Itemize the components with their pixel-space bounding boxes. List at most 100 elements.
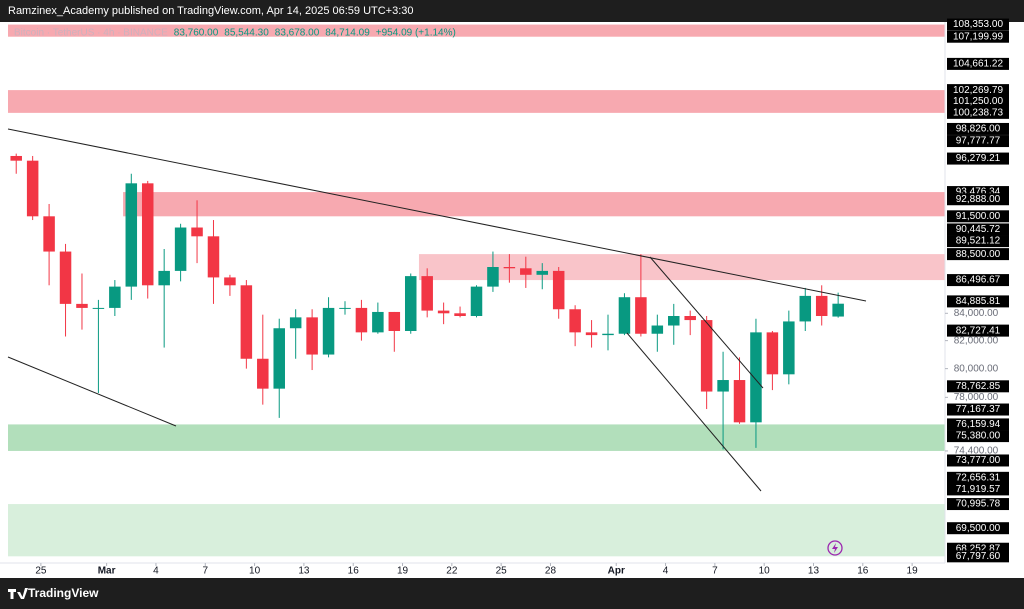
x-tick-label: 28 [545, 566, 557, 577]
candle-body [635, 297, 647, 334]
y-tick-label: 74,400.00 [954, 446, 999, 457]
x-tick-label: 16 [857, 566, 869, 577]
candle-body [750, 332, 762, 423]
zone [8, 424, 945, 451]
candle-body [109, 286, 121, 308]
price-label: 107,199.99 [953, 31, 1003, 42]
candle-body [92, 307, 105, 309]
candle-body [766, 332, 779, 375]
candle-body [372, 311, 384, 333]
legend-low: 83,678.00 [275, 28, 320, 39]
candle-body [141, 183, 154, 286]
price-label: 90,445.72 [956, 224, 1001, 235]
candle-body [799, 295, 812, 322]
footer-logo [8, 588, 28, 599]
candle-body [585, 332, 598, 336]
candle-body [10, 155, 22, 161]
price-label-bg [947, 223, 1009, 236]
candle-body [569, 309, 581, 333]
candle-body [832, 303, 844, 317]
y-tick-label: 84,000.00 [954, 308, 999, 319]
price-label: 86,496.67 [956, 275, 1001, 286]
candle-body [26, 160, 39, 217]
chart-area [0, 22, 1024, 578]
trendline [649, 256, 764, 389]
price-label-bg [947, 454, 1009, 467]
price-label: 102,269.79 [953, 85, 1003, 96]
plot [8, 24, 945, 557]
candle-body [158, 270, 170, 286]
price-label: 108,353.00 [953, 19, 1003, 30]
candle-body [273, 328, 285, 389]
price-label: 104,661.22 [953, 59, 1003, 70]
price-label-bg [947, 274, 1009, 287]
price-label-bg [947, 522, 1009, 535]
price-label-bg [947, 84, 1009, 97]
footer-brand: TradingView [28, 586, 99, 600]
price-label: 84,885.81 [956, 296, 1001, 307]
x-tick-label: 22 [446, 566, 458, 577]
trendline [626, 332, 762, 492]
candle-body [224, 277, 236, 286]
candle-body [783, 321, 795, 375]
x-tick-label: 19 [397, 566, 409, 577]
candle-body [815, 295, 828, 317]
price-label: 77,167.37 [956, 404, 1001, 415]
header-text: Ramzinex_Academy published on TradingVie… [8, 5, 414, 17]
candle-body [191, 227, 203, 237]
price-label: 88,500.00 [956, 249, 1001, 260]
legend-symbol: Bitcoin · TetherUS · 4h · BINANCE [14, 28, 168, 39]
candle-body [717, 380, 729, 392]
price-label-bg [947, 106, 1009, 119]
price-label-bg [947, 30, 1009, 43]
price-label: 78,762.85 [956, 381, 1001, 392]
price-label-bg [947, 135, 1009, 148]
legend-high: 85,544.30 [224, 28, 269, 39]
price-label-bg [947, 193, 1009, 206]
price-label-bg [947, 122, 1009, 135]
price-label-bg [947, 324, 1009, 337]
price-label: 98,826.00 [956, 124, 1001, 135]
price-label-bg [947, 380, 1009, 393]
x-tick-label: 10 [759, 566, 771, 577]
price-label: 93,476.34 [956, 187, 1001, 198]
x-tick-label: 13 [298, 566, 310, 577]
price-label: 71,919.57 [956, 484, 1001, 495]
candle-body [470, 286, 483, 317]
price-label-bg [947, 18, 1009, 31]
price-label-bg [947, 550, 1009, 563]
candle-body [437, 310, 450, 314]
candle-body [421, 276, 433, 311]
y-tick-label: 78,000.00 [954, 392, 999, 403]
price-label: 97,777.77 [956, 136, 1001, 147]
price-label: 100,238.73 [953, 108, 1003, 119]
candle-body [602, 333, 614, 336]
candle-body [684, 316, 696, 321]
candle-body [536, 270, 549, 275]
candle-body [76, 303, 88, 308]
x-tick-label: Apr [608, 566, 625, 577]
candle-body [618, 297, 631, 334]
candle-body [322, 307, 335, 355]
x-tick-label: 13 [808, 566, 820, 577]
price-label: 76,159.94 [956, 419, 1001, 430]
price-label: 68,252.87 [956, 543, 1001, 554]
x-tick-label: 16 [348, 566, 360, 577]
price-label: 101,250.00 [953, 96, 1003, 107]
x-tick-label: 25 [496, 566, 508, 577]
candle-body [503, 267, 516, 269]
candle-body [125, 183, 138, 287]
price-label: 72,656.31 [956, 472, 1001, 483]
candle-body [355, 307, 368, 333]
x-tick-label: 4 [153, 566, 159, 577]
candle-body [520, 268, 532, 275]
lightning-icon [827, 540, 843, 556]
price-label-bg [947, 430, 1009, 443]
price-label-bg [947, 483, 1009, 496]
price-label-bg [947, 210, 1009, 223]
y-tick-label: 82,000.00 [954, 335, 999, 346]
price-label: 73,777.00 [956, 455, 1001, 466]
zone [8, 90, 945, 113]
candle-body [59, 251, 72, 304]
price-label-bg [947, 471, 1009, 484]
